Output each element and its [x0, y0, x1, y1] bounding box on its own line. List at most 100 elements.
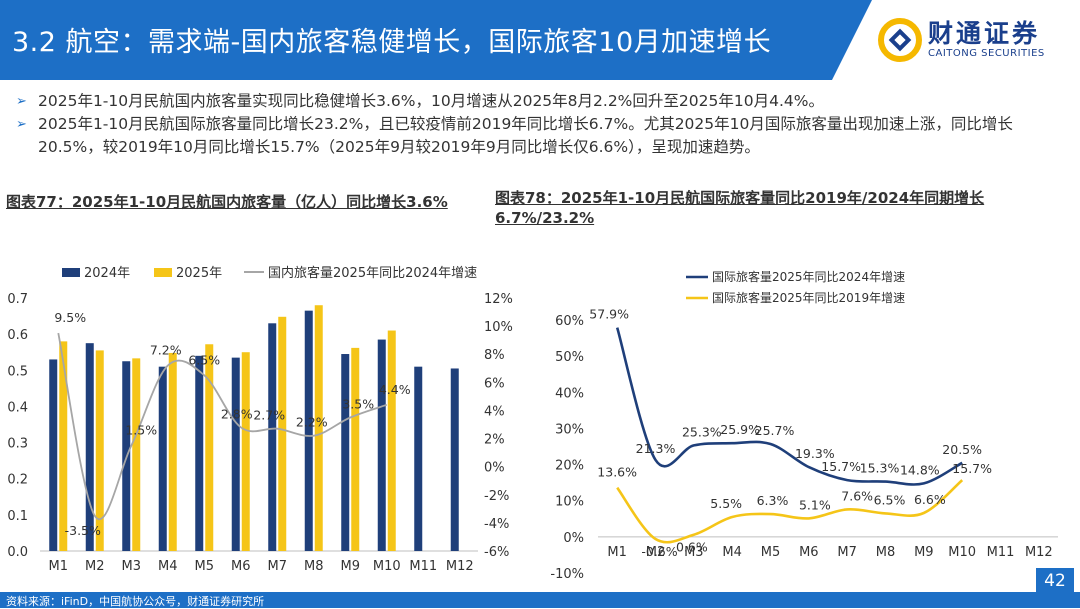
logo-text-en: CAITONG SECURITIES: [928, 48, 1045, 59]
page-number: 42: [1036, 568, 1074, 594]
x-tick-label: M8: [304, 559, 324, 574]
legend-label-2024: 2024年: [84, 266, 130, 281]
chart78-title: 图表78：2025年1-10月民航国际旅客量同比2019年/2024年同期增长6…: [495, 189, 985, 227]
growth-data-label: -3.5%: [65, 523, 101, 538]
bar-2024: [414, 366, 423, 551]
y2-tick-label: 10%: [484, 320, 513, 335]
data-label-vs-2024: 25.7%: [755, 423, 795, 438]
y2-tick-label: 8%: [484, 348, 505, 363]
data-label-vs-2024: 15.7%: [821, 459, 861, 474]
legend-label-vs-2024: 国际旅客量2025年同比2024年增速: [712, 269, 905, 284]
data-label-vs-2019: 0.6%: [676, 540, 708, 555]
bar-2025: [387, 330, 396, 551]
bar-2025: [278, 316, 287, 551]
y-tick-label: 0.3: [7, 437, 28, 452]
data-label-vs-2019: 6.6%: [914, 492, 946, 507]
growth-data-label: 1.5%: [125, 423, 157, 438]
x-tick-label: M2: [85, 559, 105, 574]
bar-2025: [95, 350, 104, 551]
x-tick-label: M12: [1025, 545, 1053, 560]
data-label-vs-2024: 57.9%: [589, 307, 629, 322]
y-tick-label: 0.0: [7, 545, 28, 560]
bar-2025: [59, 341, 68, 551]
logo-text-cn: 财通证券: [928, 19, 1041, 48]
data-label-vs-2019: 5.5%: [710, 496, 742, 511]
data-label-vs-2024: 15.3%: [860, 461, 900, 476]
growth-line: [57, 332, 388, 520]
y-tick-label: -10%: [550, 567, 584, 582]
x-tick-label: M4: [158, 559, 178, 574]
y-tick-label: 0.6: [7, 328, 28, 343]
growth-data-label: 2.2%: [296, 415, 328, 430]
x-tick-label: M11: [409, 559, 437, 574]
x-tick-label: M3: [122, 559, 142, 574]
bar-2024: [49, 359, 58, 551]
data-label-vs-2019: 7.6%: [841, 488, 873, 503]
bullet-list: ➢ 2025年1-10月民航国内旅客量实现同比稳健增长3.6%，10月增速从20…: [16, 90, 1066, 159]
bar-2025: [351, 347, 360, 551]
y-tick-label: 60%: [555, 314, 584, 329]
y-tick-label: 0%: [563, 531, 584, 546]
legend-swatch-2024: [62, 268, 80, 277]
y2-tick-label: -6%: [484, 545, 509, 560]
x-tick-label: M9: [341, 559, 361, 574]
x-tick-label: M2: [646, 545, 666, 560]
y-tick-label: 10%: [555, 495, 584, 510]
x-tick-label: M6: [799, 545, 819, 560]
bar-2024: [195, 355, 204, 551]
x-tick-label: M1: [49, 559, 69, 574]
growth-data-label: 7.2%: [150, 342, 182, 357]
data-label-vs-2024: 20.5%: [942, 442, 982, 457]
x-tick-label: M12: [446, 559, 474, 574]
caitong-logo-icon: [878, 18, 922, 62]
legend-label-2025: 2025年: [176, 266, 222, 281]
y-tick-label: 0.5: [7, 364, 28, 379]
bullet-item: ➢ 2025年1-10月民航国内旅客量实现同比稳健增长3.6%，10月增速从20…: [16, 90, 1066, 113]
chart77-title: 图表77：2025年1-10月民航国内旅客量（亿人）同比增长3.6%: [6, 193, 448, 211]
data-label-vs-2024: 21.3%: [636, 441, 676, 456]
data-label-vs-2019: 13.6%: [597, 465, 637, 480]
bar-2025: [314, 305, 323, 551]
chart77-domestic-passengers: 0.0 0.1 0.2 0.3 0.4 0.5 0.6 0.7 -6% -4% -2% 0% 2% 4% 6…: [7, 265, 513, 574]
bar-2024: [158, 366, 167, 551]
data-label-vs-2019: 6.5%: [874, 492, 906, 507]
data-label-vs-2019: 6.3%: [757, 493, 789, 508]
x-tick-label: M10: [373, 559, 401, 574]
bar-2025: [168, 352, 177, 551]
data-label-vs-2024: 14.8%: [900, 462, 940, 477]
chart78-international-passengers: -10% 0% 10% 20% 30% 40% 50% 60% M1 M2 M3 M4 M5 M6 M7 M8…: [550, 269, 1058, 582]
data-label-vs-2024: 25.3%: [682, 424, 722, 439]
y2-tick-label: 4%: [484, 404, 505, 419]
x-tick-label: M5: [761, 545, 781, 560]
data-label-vs-2019: 5.1%: [799, 497, 831, 512]
x-tick-label: M8: [876, 545, 896, 560]
x-tick-label: M4: [722, 545, 742, 560]
y2-tick-label: -2%: [484, 489, 509, 504]
line-vs-2024: [615, 327, 963, 486]
footer-bar: [0, 592, 1080, 608]
legend-label-vs-2019: 国际旅客量2025年同比2019年增速: [712, 290, 905, 305]
x-tick-label: M10: [948, 545, 976, 560]
y-tick-label: 40%: [555, 386, 584, 401]
y2-tick-label: 12%: [484, 292, 513, 307]
y2-tick-label: 2%: [484, 433, 505, 448]
growth-data-label: 2.7%: [253, 408, 285, 423]
x-tick-label: M6: [231, 559, 251, 574]
y-tick-label: 0.2: [7, 473, 28, 488]
y-tick-label: 30%: [555, 422, 584, 437]
y2-tick-label: 0%: [484, 461, 505, 476]
y2-tick-label: -4%: [484, 517, 509, 532]
y-tick-label: 20%: [555, 459, 584, 474]
bar-2024: [231, 357, 240, 551]
x-tick-label: M3: [684, 545, 704, 560]
bullet-arrow-icon: ➢: [16, 117, 27, 132]
y-tick-label: 0.1: [7, 509, 28, 524]
x-tick-label: M7: [837, 545, 857, 560]
logo-panel: [832, 0, 1080, 80]
bar-2024: [450, 368, 459, 551]
growth-data-label: 4.4%: [379, 382, 411, 397]
data-label-vs-2024: 19.3%: [795, 446, 835, 461]
bar-2024: [304, 310, 313, 551]
bullet-text: 2025年1-10月民航国际旅客量同比增长23.2%，且已较疫情前2019年同比…: [38, 115, 1013, 156]
x-tick-label: M5: [195, 559, 215, 574]
